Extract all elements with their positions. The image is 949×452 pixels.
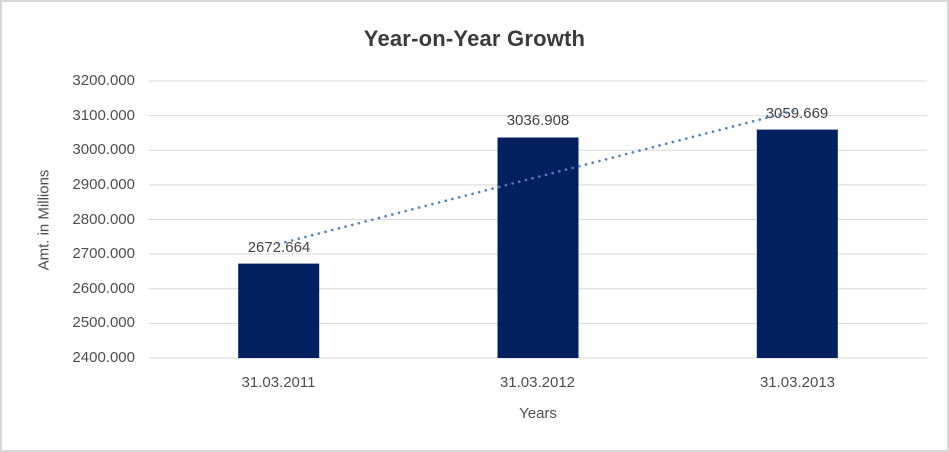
x-axis-title: Years	[519, 405, 557, 422]
y-tick-label-2700: 2700.000	[72, 245, 135, 262]
y-tick-label-3200: 3200.000	[72, 72, 135, 89]
bar-31.03.2012	[497, 137, 579, 358]
data-label-31.03.2012: 3036.908	[506, 112, 570, 129]
y-tick-label-2500: 2500.000	[72, 314, 135, 331]
chart-title: Year-on-Year Growth	[363, 26, 586, 51]
y-tick-label-2600: 2600.000	[72, 280, 135, 297]
x-tick-label-31.03.2013: 31.03.2013	[759, 374, 836, 391]
x-tick-label-31.03.2011: 31.03.2011	[241, 374, 316, 391]
y-tick-label-2900: 2900.000	[72, 176, 135, 193]
y-tick-label-2400: 2400.000	[72, 349, 135, 366]
y-tick-label-3000: 3000.000	[72, 141, 135, 158]
y-axis-title: Amt. in Millions	[35, 169, 53, 271]
x-tick-label-31.03.2012: 31.03.2012	[499, 374, 576, 391]
y-tick-label-2800: 2800.000	[72, 211, 135, 228]
bar-31.03.2013	[756, 129, 838, 358]
bar-31.03.2011	[238, 263, 320, 358]
data-label-31.03.2011: 2672.664	[247, 239, 311, 256]
y-tick-label-3100: 3100.000	[72, 107, 135, 124]
data-label-31.03.2013: 3059.669	[765, 105, 829, 122]
